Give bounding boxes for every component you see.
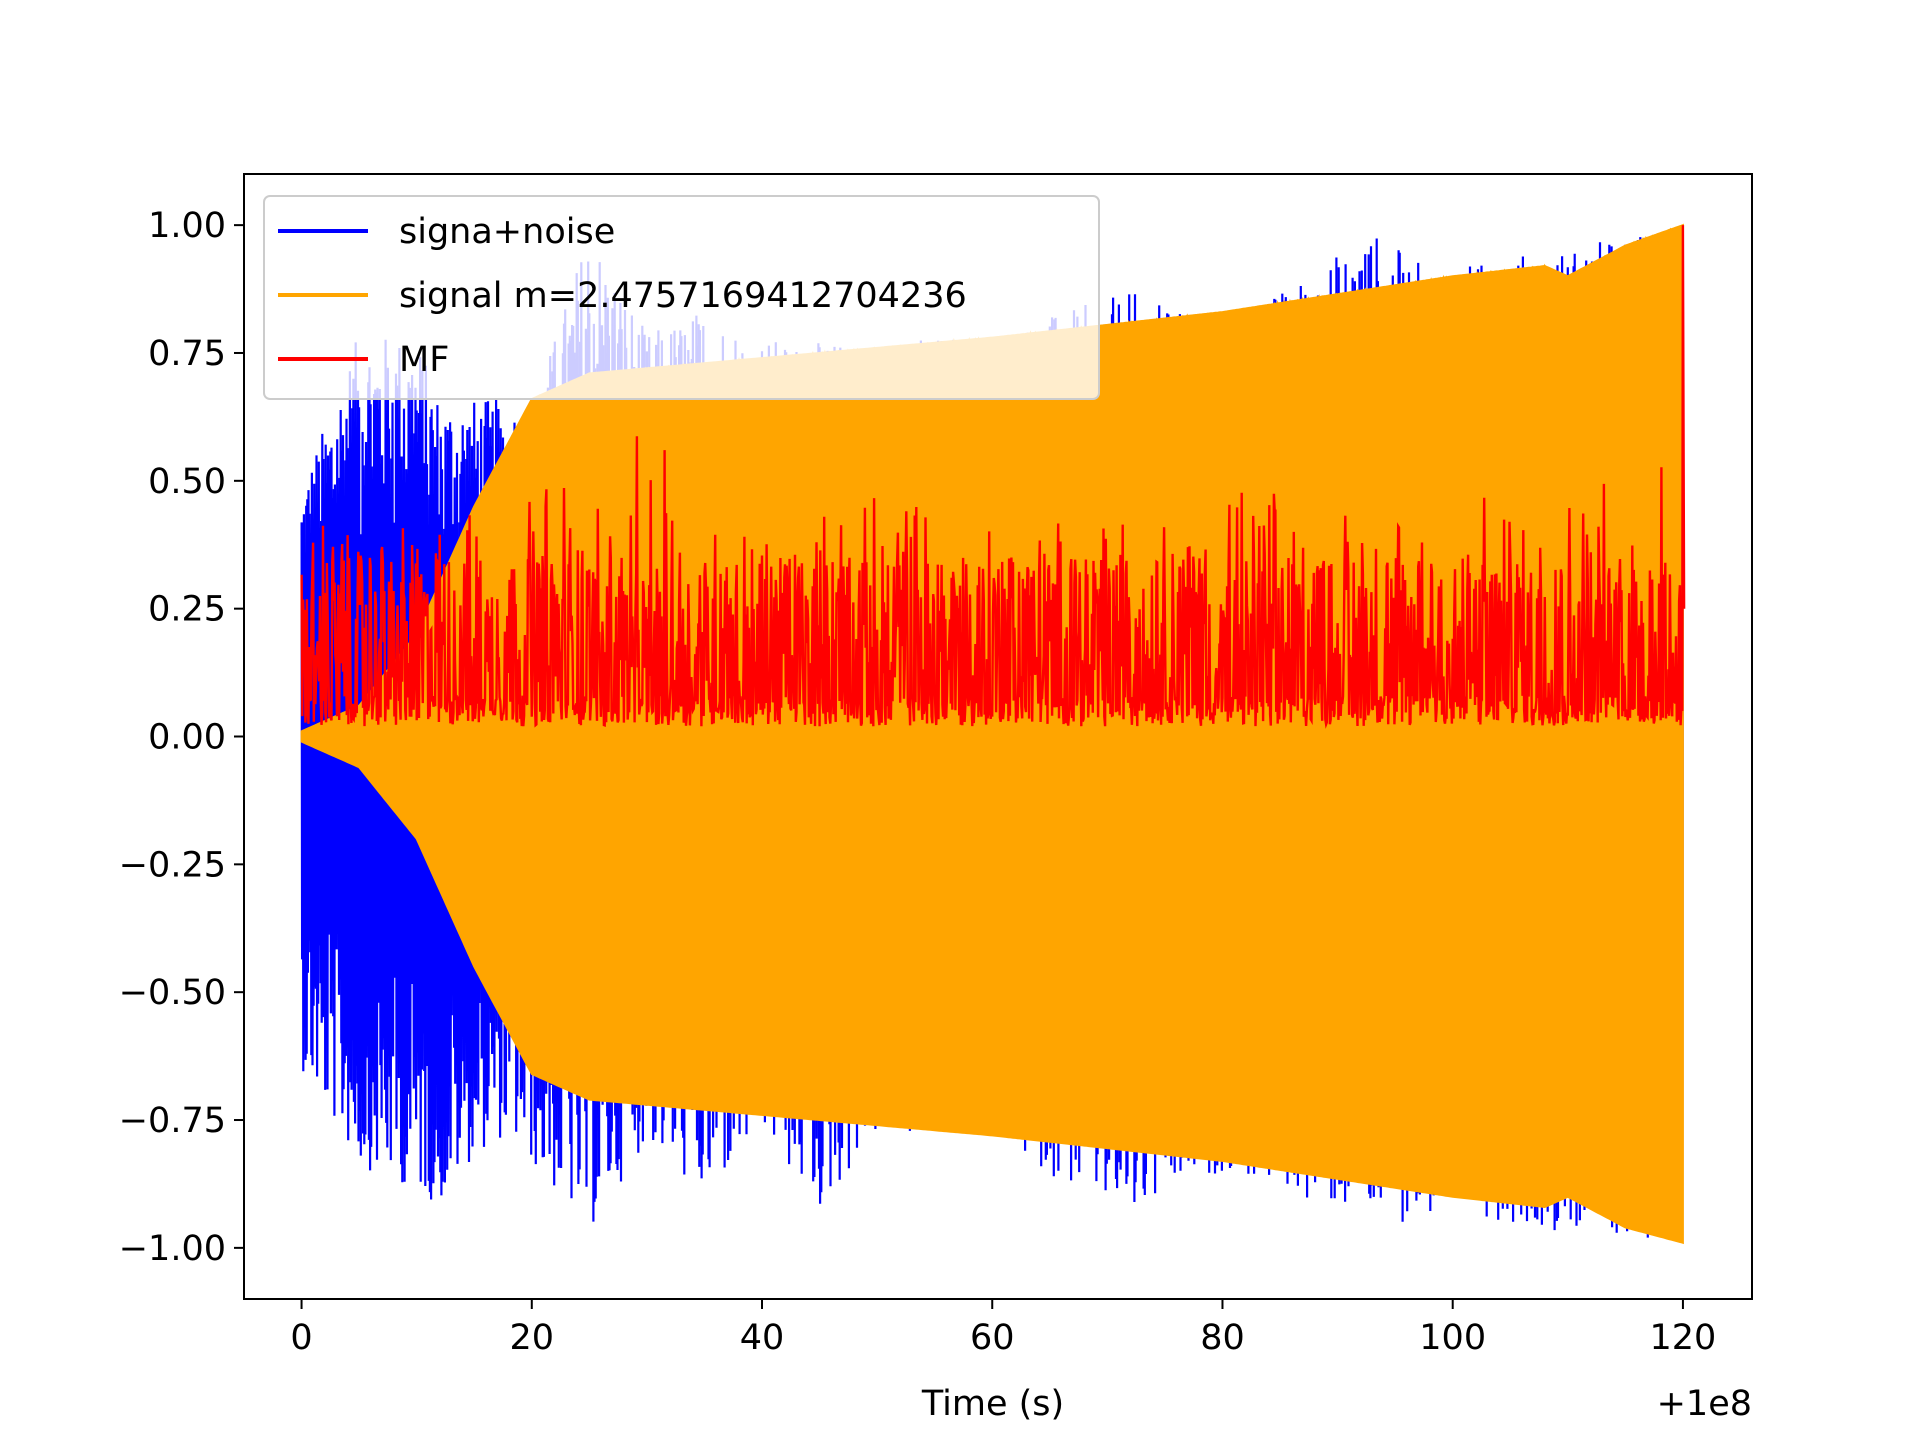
x-tick-label: 120 [1650, 1318, 1717, 1358]
x-tick-label: 100 [1419, 1318, 1486, 1358]
y-tick-label: 0.00 [148, 718, 226, 758]
x-axis: 0 20 40 60 80 100 120 [290, 1299, 1716, 1358]
series-mf-line [300, 225, 1686, 729]
x-tick-label: 60 [970, 1318, 1015, 1358]
y-tick-label: −0.75 [119, 1101, 226, 1141]
legend-box [263, 195, 1100, 400]
x-tick-label: 80 [1200, 1318, 1245, 1358]
legend: signa+noise signal m=2.4757169412704236 MF [263, 195, 1100, 400]
y-tick-label: −0.50 [119, 973, 226, 1013]
x-axis-label: Time (s) [921, 1384, 1064, 1424]
x-axis-offset-label: +1e8 [1657, 1384, 1752, 1424]
y-tick-label: −0.25 [119, 845, 226, 885]
x-tick-label: 0 [290, 1318, 312, 1358]
y-tick-label: 0.75 [148, 334, 226, 374]
x-tick-label: 20 [510, 1318, 555, 1358]
plot-area [300, 223, 1686, 1245]
y-tick-label: 0.25 [148, 590, 226, 630]
legend-entry-label: signal m=2.4757169412704236 [399, 276, 967, 316]
y-tick-label: −1.00 [119, 1229, 226, 1269]
y-tick-label: 1.00 [148, 206, 226, 246]
x-tick-label: 40 [740, 1318, 785, 1358]
legend-entry-label: MF [399, 340, 449, 380]
y-tick-label: 0.50 [148, 462, 226, 502]
y-axis: 1.00 0.75 0.50 0.25 0.00 −0.25 −0.50 −0.75 −1.00 [119, 206, 244, 1269]
legend-entry-label: signa+noise [399, 212, 615, 252]
